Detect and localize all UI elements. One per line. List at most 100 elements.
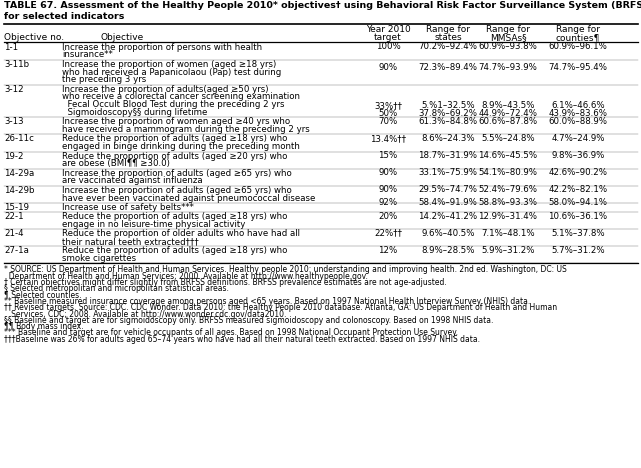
Text: 12%: 12%	[378, 246, 397, 255]
Text: 14.2%–41.2%: 14.2%–41.2%	[419, 212, 478, 220]
Text: 58.0%–94.1%: 58.0%–94.1%	[549, 198, 608, 207]
Text: engage in no leisure-time physical activity: engage in no leisure-time physical activ…	[62, 220, 246, 229]
Text: 70.2%–92.4%: 70.2%–92.4%	[419, 42, 478, 51]
Text: 92%: 92%	[378, 198, 397, 207]
Text: 8.6%–24.3%: 8.6%–24.3%	[421, 134, 475, 143]
Text: 15-19: 15-19	[4, 203, 29, 212]
Text: 90%: 90%	[378, 63, 397, 72]
Text: have received a mammogram during the preceding 2 yrs: have received a mammogram during the pre…	[62, 125, 310, 134]
Text: Reduce the proportion of older adults who have had all: Reduce the proportion of older adults wh…	[62, 229, 300, 238]
Text: insurance**: insurance**	[62, 51, 113, 59]
Text: 14.6%–45.5%: 14.6%–45.5%	[478, 151, 538, 160]
Text: ¶¶ Body mass index.: ¶¶ Body mass index.	[4, 322, 83, 331]
Text: who had received a Papanicolaou (Pap) test during: who had received a Papanicolaou (Pap) te…	[62, 67, 281, 76]
Text: who receive a colorectal cancer screening examination: who receive a colorectal cancer screenin…	[62, 92, 300, 102]
Text: the preceding 3 yrs: the preceding 3 yrs	[62, 75, 146, 84]
Text: Range for: Range for	[486, 25, 530, 34]
Text: ¶ Selected counties.: ¶ Selected counties.	[4, 291, 81, 300]
Text: 60.6%–87.8%: 60.6%–87.8%	[478, 117, 538, 126]
Text: states: states	[434, 33, 462, 42]
Text: §§ Baseline and target are for sigmoidoscopy only. BRFSS measured sigmoidoscopy : §§ Baseline and target are for sigmoidos…	[4, 316, 494, 325]
Text: 5.%1–32.5%: 5.%1–32.5%	[421, 101, 475, 110]
Text: 3-11b: 3-11b	[4, 60, 29, 69]
Text: are obese (BMI¶¶ ≥30.0): are obese (BMI¶¶ ≥30.0)	[62, 159, 170, 168]
Text: Increase the proportion of adults (aged ≥65 yrs) who: Increase the proportion of adults (aged …	[62, 168, 292, 177]
Text: Reduce the proportion of adults (aged ≥18 yrs) who: Reduce the proportion of adults (aged ≥1…	[62, 246, 287, 256]
Text: Range for: Range for	[556, 25, 600, 34]
Text: 60.0%–88.9%: 60.0%–88.9%	[549, 117, 608, 126]
Text: 8.9%–43.5%: 8.9%–43.5%	[481, 101, 535, 110]
Text: 8.9%–28.5%: 8.9%–28.5%	[421, 246, 475, 255]
Text: Objective: Objective	[101, 33, 144, 42]
Text: 19-2: 19-2	[4, 152, 24, 161]
Text: MMSAs§: MMSAs§	[490, 33, 526, 42]
Text: 58.8%–93.3%: 58.8%–93.3%	[478, 198, 538, 207]
Text: Increase the proportion of persons with health: Increase the proportion of persons with …	[62, 43, 262, 51]
Text: 74.7%–95.4%: 74.7%–95.4%	[549, 63, 608, 72]
Text: 13.4%††: 13.4%††	[370, 134, 406, 143]
Text: Increase the proportion of women (aged ≥18 yrs): Increase the proportion of women (aged ≥…	[62, 60, 276, 69]
Text: Fecal Occult Blood Test during the preceding 2 yrs: Fecal Occult Blood Test during the prece…	[62, 100, 285, 109]
Text: 42.2%–82.1%: 42.2%–82.1%	[549, 185, 608, 194]
Text: Department of Health and Human Services; 2000. Available at http://www.healthype: Department of Health and Human Services;…	[4, 272, 368, 281]
Text: * SOURCE: US Department of Health and Human Services. Healthy people 2010: under: * SOURCE: US Department of Health and Hu…	[4, 265, 567, 274]
Text: 6.1%–46.6%: 6.1%–46.6%	[551, 101, 605, 110]
Text: 5.5%–24.8%: 5.5%–24.8%	[481, 134, 535, 143]
Text: 7.1%–48.1%: 7.1%–48.1%	[481, 228, 535, 238]
Text: Year 2010: Year 2010	[365, 25, 410, 34]
Text: †††Baseline was 26% for adults aged 65–74 years who have had all their natural t: †††Baseline was 26% for adults aged 65–7…	[4, 335, 480, 344]
Text: 70%: 70%	[378, 117, 397, 126]
Text: TABLE 67. Assessment of the Healthy People 2010* objectives† using Behavioral Ri: TABLE 67. Assessment of the Healthy Peop…	[4, 1, 641, 21]
Text: 10.6%–36.1%: 10.6%–36.1%	[549, 212, 608, 220]
Text: target: target	[374, 33, 402, 42]
Text: 60.9%–93.8%: 60.9%–93.8%	[479, 42, 537, 51]
Text: Reduce the proportion of adults (aged ≥18 yrs) who: Reduce the proportion of adults (aged ≥1…	[62, 134, 287, 143]
Text: † Certain objectives might differ slightly from BRFSS definitions. BRFSS prevale: † Certain objectives might differ slight…	[4, 278, 447, 287]
Text: 60.9%–96.1%: 60.9%–96.1%	[549, 42, 608, 51]
Text: 14-29a: 14-29a	[4, 168, 34, 177]
Text: 14-29b: 14-29b	[4, 186, 35, 195]
Text: 9.8%–36.9%: 9.8%–36.9%	[551, 151, 604, 160]
Text: 3-12: 3-12	[4, 85, 24, 94]
Text: counties¶: counties¶	[556, 33, 600, 42]
Text: 50%: 50%	[378, 109, 397, 118]
Text: Increase use of safety belts***: Increase use of safety belts***	[62, 203, 194, 212]
Text: 15%: 15%	[378, 151, 397, 160]
Text: Objective no.: Objective no.	[4, 33, 64, 42]
Text: 44.9%–72.4%: 44.9%–72.4%	[478, 109, 538, 118]
Text: 72.3%–89.4%: 72.3%–89.4%	[419, 63, 478, 72]
Text: 20%: 20%	[378, 212, 397, 220]
Text: 5.9%–31.2%: 5.9%–31.2%	[481, 246, 535, 255]
Text: 42.6%–90.2%: 42.6%–90.2%	[549, 168, 608, 177]
Text: 61.3%–84.8%: 61.3%–84.8%	[419, 117, 478, 126]
Text: Services, CDC; 2008. Available at http://www.wonder.cdc.gov/data2010.: Services, CDC; 2008. Available at http:/…	[4, 309, 287, 319]
Text: 22-1: 22-1	[4, 212, 24, 221]
Text: 33%††: 33%††	[374, 101, 402, 110]
Text: 43.9%–83.6%: 43.9%–83.6%	[549, 109, 608, 118]
Text: 100%: 100%	[376, 42, 401, 51]
Text: § Selected metropolitan and micropolitan statistical areas.: § Selected metropolitan and micropolitan…	[4, 284, 229, 293]
Text: †† Revised targets. Source: CDC. CDC Wonder. Data 2010: the Healthy People 2010 : †† Revised targets. Source: CDC. CDC Won…	[4, 303, 557, 312]
Text: engaged in binge drinking during the preceding month: engaged in binge drinking during the pre…	[62, 142, 300, 151]
Text: 29.5%–74.7%: 29.5%–74.7%	[419, 185, 478, 194]
Text: have ever been vaccinated against pneumococcal disease: have ever been vaccinated against pneumo…	[62, 193, 315, 203]
Text: 58.4%–91.9%: 58.4%–91.9%	[419, 198, 478, 207]
Text: *** Baseline and target are for vehicle occupants of all ages. Based on 1998 Nat: *** Baseline and target are for vehicle …	[4, 329, 458, 337]
Text: Increase the proportion of adults (aged ≥65 yrs) who: Increase the proportion of adults (aged …	[62, 186, 292, 195]
Text: are vaccinated against influenza: are vaccinated against influenza	[62, 176, 203, 185]
Text: 33.1%–75.9%: 33.1%–75.9%	[419, 168, 478, 177]
Text: 18.7%–31.9%: 18.7%–31.9%	[419, 151, 478, 160]
Text: 3-13: 3-13	[4, 117, 24, 126]
Text: smoke cigarettes: smoke cigarettes	[62, 254, 136, 263]
Text: 22%††: 22%††	[374, 228, 402, 238]
Text: 26-11c: 26-11c	[4, 134, 34, 143]
Text: 4.7%–24.9%: 4.7%–24.9%	[551, 134, 604, 143]
Text: Reduce the proportion of adults (aged ≥20 yrs) who: Reduce the proportion of adults (aged ≥2…	[62, 152, 287, 161]
Text: Range for: Range for	[426, 25, 470, 34]
Text: 90%: 90%	[378, 168, 397, 177]
Text: 37.8%–69.2%: 37.8%–69.2%	[419, 109, 478, 118]
Text: 5.1%–37.8%: 5.1%–37.8%	[551, 228, 605, 238]
Text: 90%: 90%	[378, 185, 397, 194]
Text: ** Baseline measured insurance coverage among persons aged <65 years. Based on 1: ** Baseline measured insurance coverage …	[4, 297, 530, 306]
Text: Sigmoidoscopy§§ during lifetime: Sigmoidoscopy§§ during lifetime	[62, 108, 208, 117]
